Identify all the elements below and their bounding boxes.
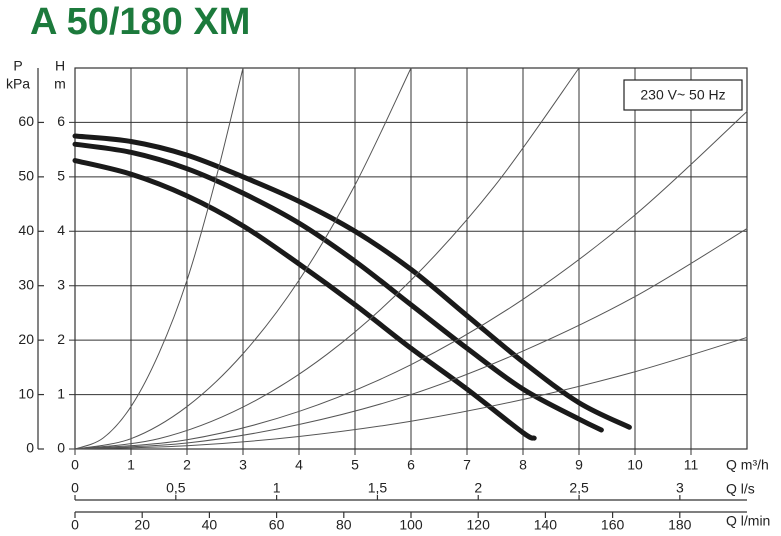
x-tick-label: 11 <box>684 457 699 473</box>
pump-curve <box>72 133 632 430</box>
system-curve <box>74 336 748 450</box>
x2-tick-label: 1,5 <box>368 480 388 496</box>
x3-tick-label: 140 <box>534 517 558 533</box>
x3-tick-label: 80 <box>336 517 352 533</box>
x2-tick-label: 0 <box>71 480 79 496</box>
y2-tick-label: 20 <box>18 331 34 347</box>
y-tick-label: 5 <box>57 168 65 184</box>
system-curve <box>74 67 244 450</box>
system-curve <box>74 67 580 450</box>
x2-tick-label: 2,5 <box>569 480 589 496</box>
x2-tick-label: 3 <box>676 480 684 496</box>
y2-tick-label: 0 <box>26 440 34 456</box>
y-tick-label: 1 <box>57 385 65 401</box>
y-tick-label: 0 <box>57 440 65 456</box>
system-curve <box>74 111 748 450</box>
x3-tick-label: 20 <box>134 517 150 533</box>
x-tick-label: 8 <box>519 457 527 473</box>
x-tick-label: 10 <box>627 457 643 473</box>
y-tick-label: 6 <box>57 113 65 129</box>
y2-tick-label: 10 <box>18 385 34 401</box>
x-tick-label: 4 <box>295 457 303 473</box>
x-tick-label: 2 <box>183 457 191 473</box>
y2-label: kPa <box>6 76 30 92</box>
y2-tick-label: 50 <box>18 168 34 184</box>
pump-curve <box>72 158 537 441</box>
y2-tick-label: 30 <box>18 276 34 292</box>
x3-label: Q l/min <box>726 513 770 529</box>
y-tick-label: 2 <box>57 331 65 347</box>
pump-curve <box>72 141 604 433</box>
x2-tick-label: 0,5 <box>166 480 186 496</box>
x3-tick-label: 40 <box>202 517 218 533</box>
x-tick-label: 5 <box>351 457 359 473</box>
y2-tick-label: 60 <box>18 113 34 129</box>
x-tick-label: 3 <box>239 457 247 473</box>
y-tick-label: 4 <box>57 222 65 238</box>
x3-tick-label: 100 <box>399 517 423 533</box>
x2-label: Q l/s <box>726 481 755 497</box>
y2-label: P <box>13 58 22 74</box>
x-tick-label: 6 <box>407 457 415 473</box>
x3-tick-label: 120 <box>467 517 491 533</box>
x-tick-label: 9 <box>575 457 583 473</box>
system-curve <box>74 67 412 450</box>
x-label: Q m³/h <box>726 457 769 473</box>
y-label: H <box>55 58 65 74</box>
x3-tick-label: 0 <box>71 517 79 533</box>
y-tick-label: 3 <box>57 276 65 292</box>
x-tick-label: 1 <box>127 457 135 473</box>
annotation: 230 V~ 50 Hz <box>640 87 725 103</box>
y2-tick-label: 40 <box>18 222 34 238</box>
x3-tick-label: 180 <box>668 517 692 533</box>
y-label: m <box>54 76 66 92</box>
x-tick-label: 0 <box>71 457 79 473</box>
x2-tick-label: 2 <box>474 480 482 496</box>
x-tick-label: 7 <box>463 457 471 473</box>
x2-tick-label: 1 <box>273 480 281 496</box>
chart-title: A 50/180 XM <box>30 1 250 43</box>
x3-tick-label: 60 <box>269 517 285 533</box>
annotation-box <box>623 79 743 111</box>
x3-tick-label: 160 <box>601 517 625 533</box>
system-curve <box>74 228 748 450</box>
